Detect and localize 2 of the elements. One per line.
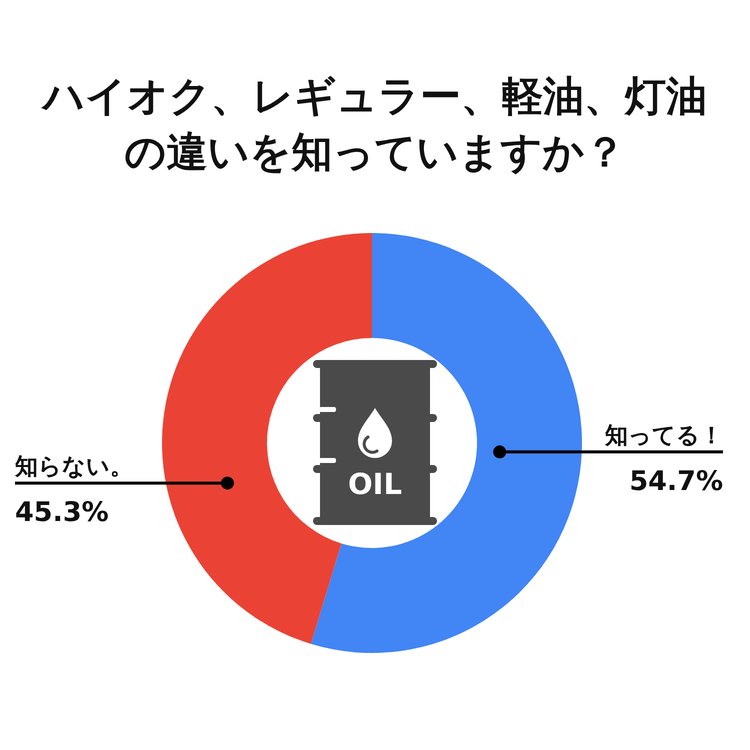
title: ハイオク、レギュラー、軽油、灯油の違いを知っていますか？ bbox=[40, 71, 708, 178]
annotation: OIL bbox=[348, 467, 402, 501]
